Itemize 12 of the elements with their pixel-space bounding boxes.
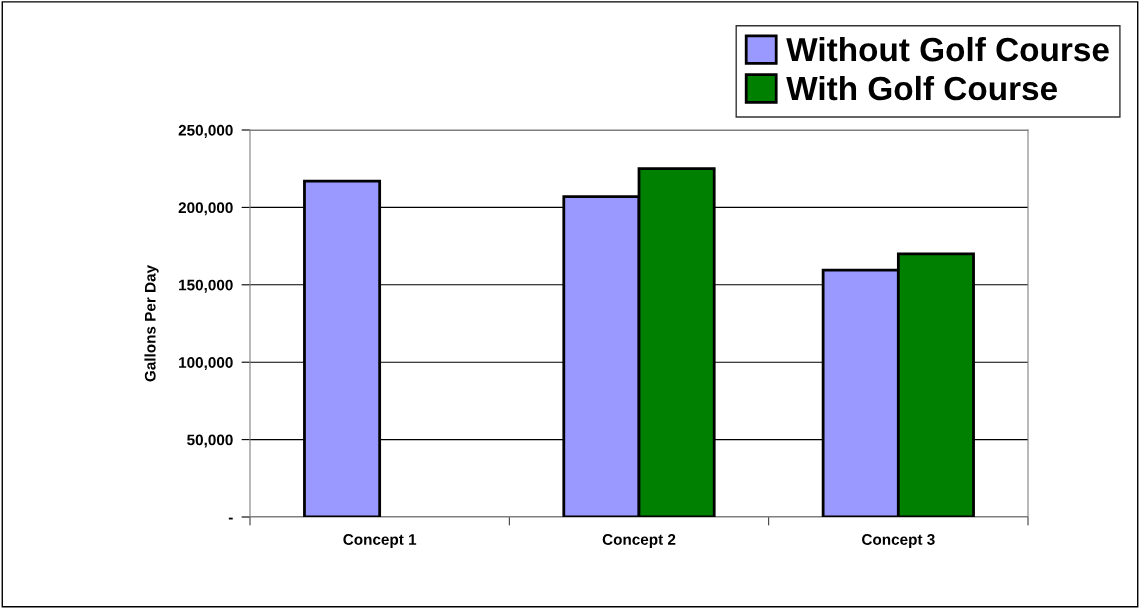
y-tick-label: -	[228, 517, 233, 520]
y-tick-label: 200,000	[178, 202, 233, 216]
y-tick-label: 250,000	[178, 124, 233, 138]
y-axis-title: Gallons Per Day	[144, 264, 159, 382]
legend-label: Without Golf Course	[786, 36, 1109, 62]
x-tick-label: Concept 3	[862, 534, 935, 548]
x-tick-label: Concept 1	[343, 534, 417, 548]
y-tick-label: 100,000	[179, 357, 233, 371]
y-tick-label: 50,000	[187, 434, 233, 448]
y-tick-label: 150,000	[179, 279, 233, 293]
legend-label: With Golf Course	[786, 75, 1057, 101]
x-tick-label: Concept 2	[602, 534, 676, 548]
